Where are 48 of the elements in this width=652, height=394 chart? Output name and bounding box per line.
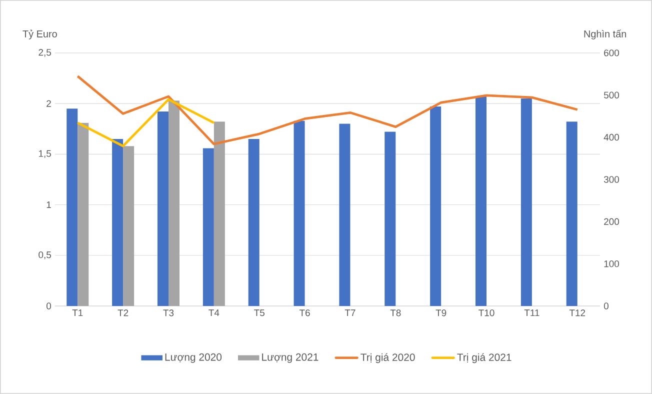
legend-label: Lượng 2021 [262, 353, 318, 363]
bar [294, 120, 305, 306]
y-tick-label: 1 [46, 202, 51, 208]
y-tick-label: 2 [46, 100, 51, 107]
x-tick-label: T3 [163, 310, 174, 316]
x-tick-label: T12 [569, 310, 586, 316]
x-tick-label: T8 [390, 310, 401, 316]
y2-tick-label: 300 [604, 176, 620, 183]
x-tick-label: T2 [118, 310, 128, 316]
bar [66, 108, 78, 306]
legend-label: Lượng 2020 [165, 353, 222, 363]
bar [248, 139, 260, 306]
bar [168, 100, 180, 306]
y2-tick-label: 0 [604, 302, 608, 310]
y2-tick-label: 200 [604, 218, 620, 226]
y2-tick-label: 100 [604, 260, 620, 268]
y-tick-label: 0,5 [38, 252, 52, 260]
bar [214, 122, 225, 306]
x-tick-label: T6 [299, 310, 310, 316]
x-tick-label: T11 [524, 310, 540, 316]
x-tick-label: T5 [254, 310, 264, 316]
bar [430, 106, 442, 306]
y2-tick-label: 400 [604, 134, 620, 141]
y-tick-label: 1,5 [38, 150, 52, 158]
x-tick-label: T1 [72, 310, 83, 316]
y-tick-label: 2,5 [38, 49, 52, 57]
x-tick-label: T4 [208, 310, 220, 316]
bar [78, 122, 89, 306]
bar [566, 122, 578, 306]
x-tick-label: T10 [478, 310, 494, 316]
bar [476, 96, 487, 306]
x-tick-label: T9 [436, 310, 446, 316]
y-tick-label: 0 [46, 302, 52, 310]
bar [384, 132, 396, 306]
bar [157, 112, 168, 306]
legend-label: Trị giá 2020 [360, 353, 415, 364]
bar [339, 124, 350, 306]
y2-tick-label: 500 [604, 92, 620, 98]
bar [123, 146, 134, 306]
bar [112, 139, 124, 306]
line-series [76, 75, 579, 146]
bar [202, 148, 214, 306]
bar [520, 98, 532, 306]
y2-tick-label: 600 [604, 50, 620, 56]
x-tick-label: T7 [344, 310, 356, 316]
y-axis-title: Tỷ Euro [22, 30, 57, 40]
legend-label: Trị giá 2021 [457, 353, 512, 364]
y2-axis-title: Nghìn tấn [584, 30, 626, 40]
